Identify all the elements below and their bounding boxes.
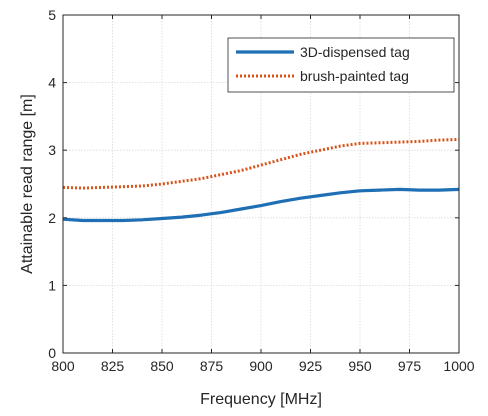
x-axis-label: Frequency [MHz] [200,391,322,408]
y-tick-label: 0 [48,345,56,361]
y-tick-label: 2 [48,210,56,226]
x-tick-labels: 800 825 850 875 900 925 950 975 1000 [51,358,474,374]
legend: 3D-dispensed tag brush-painted tag [227,37,455,93]
y-tick-label: 5 [48,7,56,23]
axes [62,14,460,354]
series-line-2 [62,137,460,190]
legend-box [227,37,455,93]
y-axis-label: Attainable read range [m] [19,94,36,274]
legend-label-2: brush-painted tag [300,68,409,84]
x-tick-label: 975 [398,358,422,374]
x-tick-label: 900 [249,358,273,374]
x-tick-label: 875 [200,358,224,374]
y-tick-label: 3 [48,142,56,158]
y-tick-label: 1 [48,277,56,293]
legend-label-1: 3D-dispensed tag [300,44,410,60]
x-tick-label: 925 [299,358,323,374]
y-tick-labels: 0 1 2 3 4 5 [48,7,56,361]
x-tick-label: 1000 [443,358,474,374]
plot-area [62,137,460,223]
series-line-1 [62,187,460,223]
x-tick-label: 850 [150,358,174,374]
y-tick-label: 4 [48,75,56,91]
x-tick-label: 800 [51,358,75,374]
x-tick-label: 950 [348,358,372,374]
x-tick-label: 825 [101,358,125,374]
